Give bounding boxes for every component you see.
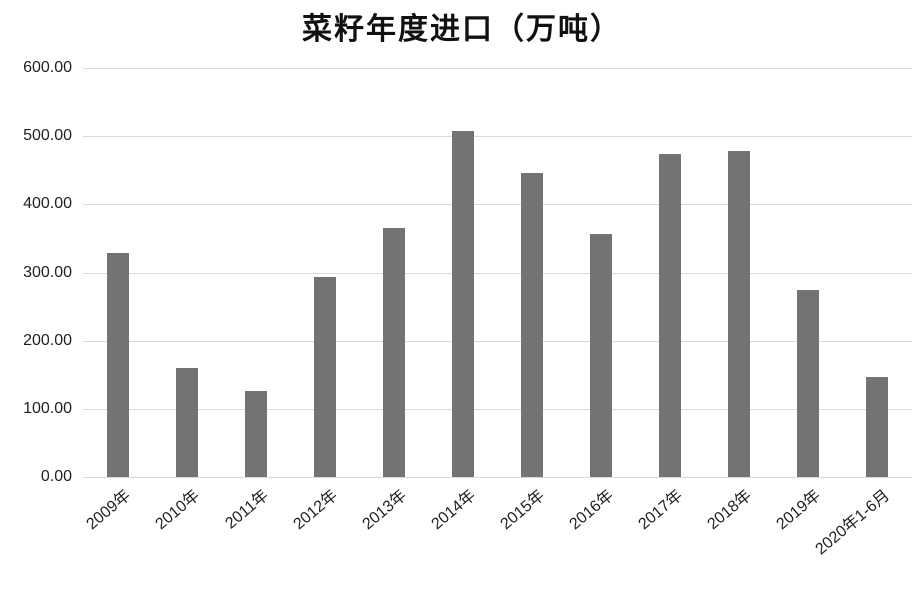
bar-2011年: [244, 391, 267, 477]
x-tick-label: 2020年1-6月: [812, 487, 894, 559]
bar-2010年: [175, 368, 198, 477]
bar-2009年: [106, 253, 129, 477]
x-tick-label: 2018年: [704, 487, 756, 534]
x-tick-label: 2011年: [222, 487, 272, 533]
y-tick-label: 0.00: [40, 468, 72, 485]
gridline: [83, 477, 912, 478]
y-tick-label: 600.00: [23, 59, 72, 76]
x-tick-label: 2019年: [773, 487, 825, 534]
gridline: [83, 408, 912, 410]
gridline: [83, 272, 912, 274]
y-tick-label: 500.00: [23, 127, 72, 145]
y-tick-label: 400.00: [23, 195, 72, 213]
chart-title: 菜籽年度进口（万吨）: [302, 13, 622, 46]
bar-2013年: [382, 228, 405, 477]
bar-2014年: [451, 131, 474, 477]
bar-2020年1-6月: [866, 377, 889, 477]
y-tick-label: 300.00: [23, 263, 72, 281]
bar-2012年: [313, 277, 336, 477]
x-tick-label: 2013年: [359, 487, 410, 534]
plot-area: [83, 68, 912, 478]
bar-2018年: [728, 151, 751, 477]
bar-2017年: [659, 154, 682, 477]
x-tick-label: 2015年: [497, 487, 548, 534]
bar-2015年: [521, 173, 544, 477]
gridline: [83, 340, 912, 342]
y-axis-labels: 600.00 500.00 400.00 300.00 200.00 100.00 0.00: [0, 60, 72, 485]
bar-2019年: [797, 290, 820, 477]
y-tick-label: 100.00: [23, 399, 72, 417]
x-tick-label: 2009年: [83, 487, 134, 534]
gridline: [83, 204, 912, 206]
x-tick-label: 2012年: [290, 487, 341, 534]
gridline: [83, 136, 912, 138]
bar-2016年: [590, 234, 613, 477]
x-tick-label: 2017年: [635, 487, 687, 534]
x-tick-label: 2016年: [566, 487, 618, 534]
x-tick-label: 2014年: [428, 487, 479, 534]
y-tick-label: 200.00: [23, 331, 72, 349]
x-tick-label: 2010年: [152, 487, 203, 534]
gridline: [83, 68, 912, 69]
